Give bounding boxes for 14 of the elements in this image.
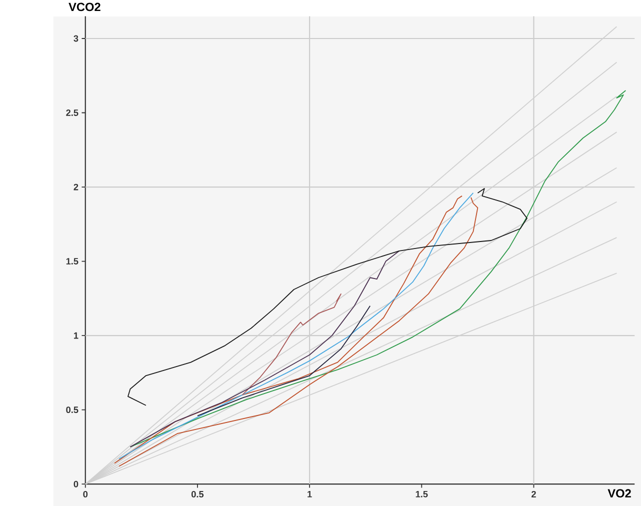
- y-tick-label: 1: [74, 332, 78, 339]
- y-tick-label: 2.5: [66, 109, 78, 116]
- x-tick-label: 2: [532, 490, 536, 498]
- y-axis-title: VCO2: [68, 2, 100, 12]
- y-tick-label: 0.5: [66, 406, 78, 414]
- y-tick-label: 0: [74, 480, 78, 488]
- x-axis-title: VO2: [608, 489, 631, 498]
- x-tick-label: 0.5: [191, 490, 204, 498]
- x-tick-label: 0: [83, 490, 88, 498]
- x-tick-label: 1: [308, 490, 312, 498]
- y-tick-label: 3: [74, 35, 78, 42]
- x-tick-label: 1.5: [416, 490, 428, 498]
- y-tick-label: 2: [74, 184, 78, 190]
- y-tick-label: 1.5: [66, 258, 78, 264]
